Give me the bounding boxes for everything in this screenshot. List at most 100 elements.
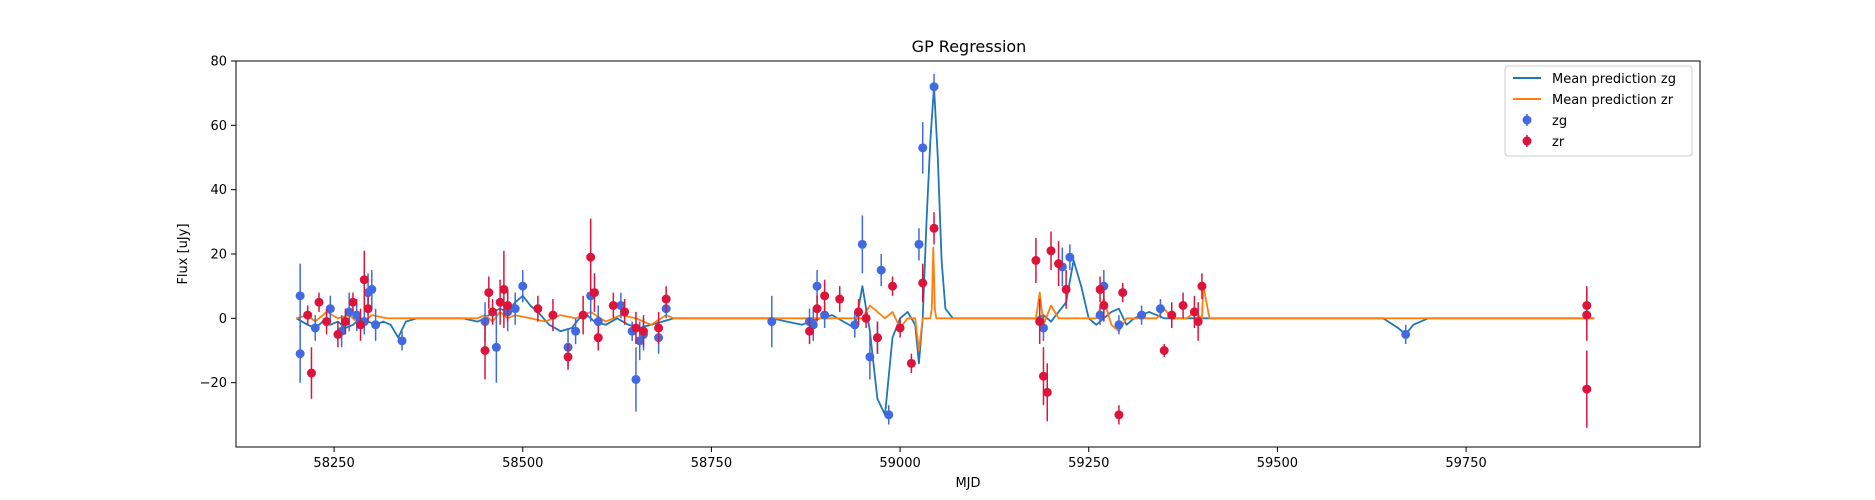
series-lines (295, 85, 1595, 416)
data-point-zg (344, 292, 354, 332)
data-point-zr (1178, 292, 1188, 319)
data-point-zr (888, 276, 898, 296)
data-point-zr (1582, 350, 1592, 428)
y-axis: −20 0 20 40 60 80 (200, 55, 236, 391)
x-tick-label: 58500 (502, 456, 543, 471)
x-tick-label: 59000 (879, 456, 920, 471)
x-axis-label: MJD (955, 476, 980, 491)
data-point-zr (480, 321, 490, 380)
legend-zr-point-swatch (1522, 135, 1532, 147)
data-point-zg (295, 324, 305, 383)
data-point-zr (548, 299, 558, 332)
data-point-zg (1401, 324, 1411, 345)
data-point-zg (371, 308, 381, 341)
data-point-zg (918, 122, 928, 174)
data-point-zr (1118, 282, 1128, 303)
series-line-mean-prediction-zg (295, 85, 1595, 416)
data-point-zr (1167, 302, 1177, 328)
x-tick-label: 59500 (1257, 456, 1298, 471)
y-axis-label: Flux [uJy] (176, 223, 191, 284)
data-point-zr (631, 311, 641, 345)
data-point-zr (1038, 347, 1048, 406)
chart-title: GP Regression (912, 37, 1027, 56)
x-tick-label: 59250 (1068, 456, 1109, 471)
legend-box (1504, 65, 1693, 157)
data-point-zg (1065, 244, 1075, 271)
data-point-zg (631, 347, 641, 412)
data-point-zr (639, 315, 649, 348)
data-point-zr (1046, 231, 1056, 271)
data-point-zg (325, 295, 335, 322)
data-point-zr (654, 311, 664, 345)
legend-label-zg-line: Mean prediction zg (1552, 72, 1676, 87)
x-tick-label: 58750 (691, 456, 732, 471)
data-point-zg (1137, 305, 1147, 325)
data-point-zr (348, 292, 358, 312)
data-point-zr (488, 299, 498, 325)
data-point-zr (861, 308, 871, 328)
x-tick-label: 59750 (1445, 456, 1486, 471)
data-point-zr (593, 324, 603, 351)
data-point-zr (1035, 299, 1045, 345)
x-tick-label: 58250 (313, 456, 354, 471)
data-point-zr (1582, 289, 1592, 341)
data-point-zg (518, 270, 528, 303)
data-point-zg (914, 228, 924, 261)
y-tick-label: 40 (210, 183, 227, 198)
data-point-zg (884, 405, 894, 425)
data-point-zr (1193, 302, 1203, 341)
data-point-zr (895, 318, 905, 338)
data-point-zg (767, 295, 777, 348)
data-point-zr (333, 321, 343, 348)
data-point-zr (499, 250, 509, 328)
data-point-zr (578, 295, 588, 335)
data-point-zg (295, 263, 305, 328)
data-point-zr (503, 289, 513, 322)
data-point-zg (491, 311, 501, 383)
data-point-zr (608, 292, 618, 319)
data-point-zr (356, 308, 366, 341)
data-point-zr (586, 218, 596, 296)
y-tick-label: 80 (210, 55, 227, 70)
plot-area-frame (235, 60, 1701, 448)
y-tick-label: 60 (210, 119, 227, 134)
data-point-zr (805, 318, 815, 345)
y-tick-label: 0 (219, 312, 227, 327)
data-point-zr (812, 295, 822, 322)
data-point-zr (340, 308, 350, 335)
data-point-zr (906, 353, 916, 374)
legend-label-zr-line: Mean prediction zr (1552, 93, 1674, 108)
y-tick-label: −20 (200, 376, 227, 391)
data-point-zr (533, 295, 543, 322)
data-point-zg (876, 254, 886, 287)
data-point-zr (1099, 289, 1109, 322)
data-point-zr (854, 299, 864, 325)
data-point-zr (872, 321, 882, 354)
data-point-zr (1197, 273, 1207, 300)
legend-zg-point-swatch (1522, 114, 1532, 126)
y-tick-label: 20 (210, 248, 227, 263)
data-point-zg (310, 315, 320, 341)
legend: Mean prediction zg Mean prediction zr zg… (1504, 65, 1693, 157)
data-point-zr (820, 279, 830, 312)
data-point-zr (1031, 237, 1041, 283)
data-point-zr (1159, 344, 1169, 357)
legend-label-zr-points: zr (1552, 135, 1565, 150)
data-point-zr (303, 305, 313, 325)
data-point-zg (850, 311, 860, 338)
data-point-zr (363, 295, 373, 322)
data-point-zr (359, 250, 369, 309)
data-point-zr (314, 292, 324, 312)
data-point-zr (563, 344, 573, 370)
data-point-zr (1042, 363, 1052, 422)
data-point-zg (1155, 299, 1165, 319)
data-point-zr (620, 299, 630, 325)
data-point-zg (1095, 305, 1105, 325)
data-point-zg (510, 292, 520, 325)
data-point-zr (918, 263, 928, 303)
legend-label-zg-points: zg (1552, 114, 1567, 129)
data-point-zg (865, 334, 875, 380)
data-point-zr (1114, 405, 1124, 425)
data-point-zg (857, 215, 867, 274)
